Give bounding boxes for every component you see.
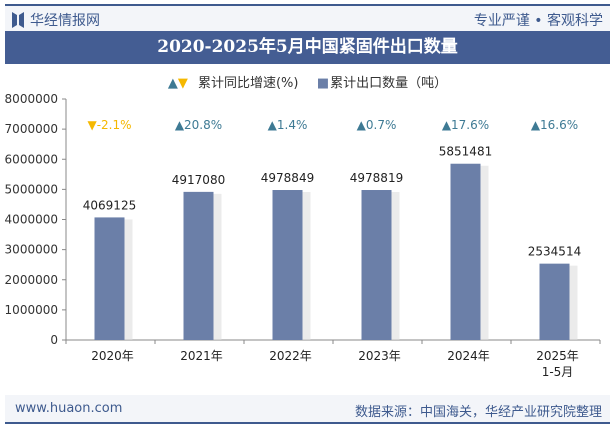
y-tick-label: 2000000 [5, 273, 58, 287]
bar [94, 217, 125, 340]
logo: 华经情报网 [12, 10, 100, 30]
growth-label: ▲20.8% [175, 118, 222, 132]
growth-label: ▲17.6% [442, 118, 489, 132]
bar-shadow [391, 192, 400, 340]
x-tick-label: 2025年 [536, 349, 579, 363]
growth-label: ▲1.4% [268, 118, 308, 132]
y-tick-label: 0 [50, 333, 58, 347]
footer: www.huaon.com 数据来源：中国海关，华经产业研究院整理 [5, 395, 610, 423]
source: 数据来源：中国海关，华经产业研究院整理 [354, 405, 602, 420]
bottom-border [5, 422, 610, 424]
x-tick-label: 1-5月 [542, 365, 574, 379]
logo-icon [12, 12, 24, 28]
slogan: 专业严谨 • 客观科学 [473, 13, 603, 29]
bar [450, 163, 481, 340]
logo-text: 华经情报网 [30, 13, 100, 29]
legend-growth: 累计同比增速(%) [197, 76, 299, 91]
bar-shadow [302, 192, 311, 340]
growth-label: ▼-2.1% [87, 118, 131, 132]
bar-shadow [213, 193, 222, 340]
bar-shadow [124, 219, 133, 340]
y-tick-label: 6000000 [5, 152, 58, 166]
bar [183, 191, 214, 340]
bar-shadow [480, 165, 489, 340]
bar [539, 263, 570, 340]
bar-value-label: 4978819 [350, 171, 403, 185]
top-border [5, 4, 610, 6]
square-icon: ■ [316, 76, 330, 91]
x-tick-label: 2020年 [91, 349, 134, 363]
bar-value-label: 4978849 [261, 171, 314, 185]
down-triangle-icon: ▼ [177, 76, 188, 91]
bar-value-label: 5851481 [439, 145, 492, 159]
x-tick-label: 2023年 [358, 349, 401, 363]
bar-shadow [569, 265, 578, 340]
legend: ▲▼ 累计同比增速(%) ■累计出口数量（吨） [0, 72, 615, 91]
bar-value-label: 2534514 [528, 245, 581, 259]
chart-title: 2020-2025年5月中国紧固件出口数量 [5, 31, 610, 64]
bar [361, 190, 392, 340]
y-tick-label: 5000000 [5, 182, 58, 196]
y-tick-label: 1000000 [5, 303, 58, 317]
x-tick-label: 2021年 [180, 349, 223, 363]
growth-label: ▲16.6% [531, 118, 578, 132]
bar-value-label: 4069125 [83, 198, 136, 212]
growth-label: ▲0.7% [357, 118, 397, 132]
x-tick-label: 2024年 [447, 349, 490, 363]
bar-value-label: 4917080 [172, 173, 225, 187]
y-tick-label: 8000000 [5, 92, 58, 106]
legend-qty: 累计出口数量（吨） [330, 76, 448, 91]
up-triangle-icon: ▲ [167, 76, 178, 91]
y-tick-label: 4000000 [5, 213, 58, 227]
x-tick-label: 2022年 [269, 349, 312, 363]
y-tick-label: 3000000 [5, 243, 58, 257]
website: www.huaon.com [15, 401, 123, 416]
y-tick-label: 7000000 [5, 122, 58, 136]
bar [272, 190, 303, 340]
